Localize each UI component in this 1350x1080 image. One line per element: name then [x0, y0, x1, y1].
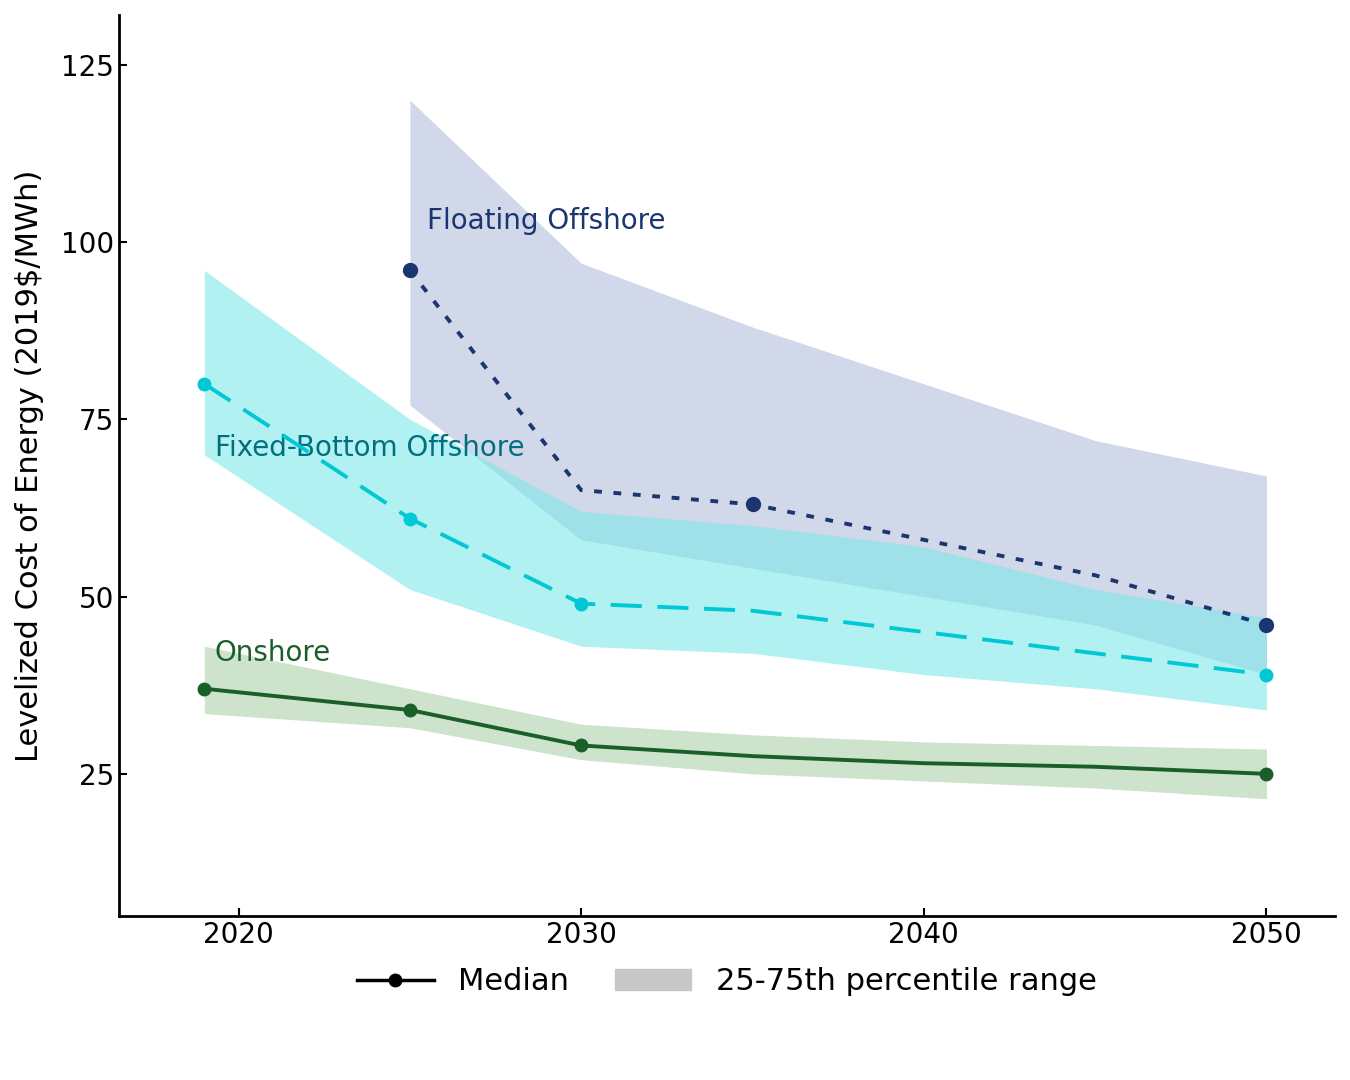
Text: Onshore: Onshore: [215, 639, 331, 667]
Legend: Median, 25-75th percentile range: Median, 25-75th percentile range: [344, 955, 1108, 1009]
Y-axis label: Levelized Cost of Energy (2019$/MWh): Levelized Cost of Energy (2019$/MWh): [15, 170, 45, 761]
Text: Floating Offshore: Floating Offshore: [427, 207, 666, 234]
Text: Fixed-Bottom Offshore: Fixed-Bottom Offshore: [215, 434, 524, 462]
